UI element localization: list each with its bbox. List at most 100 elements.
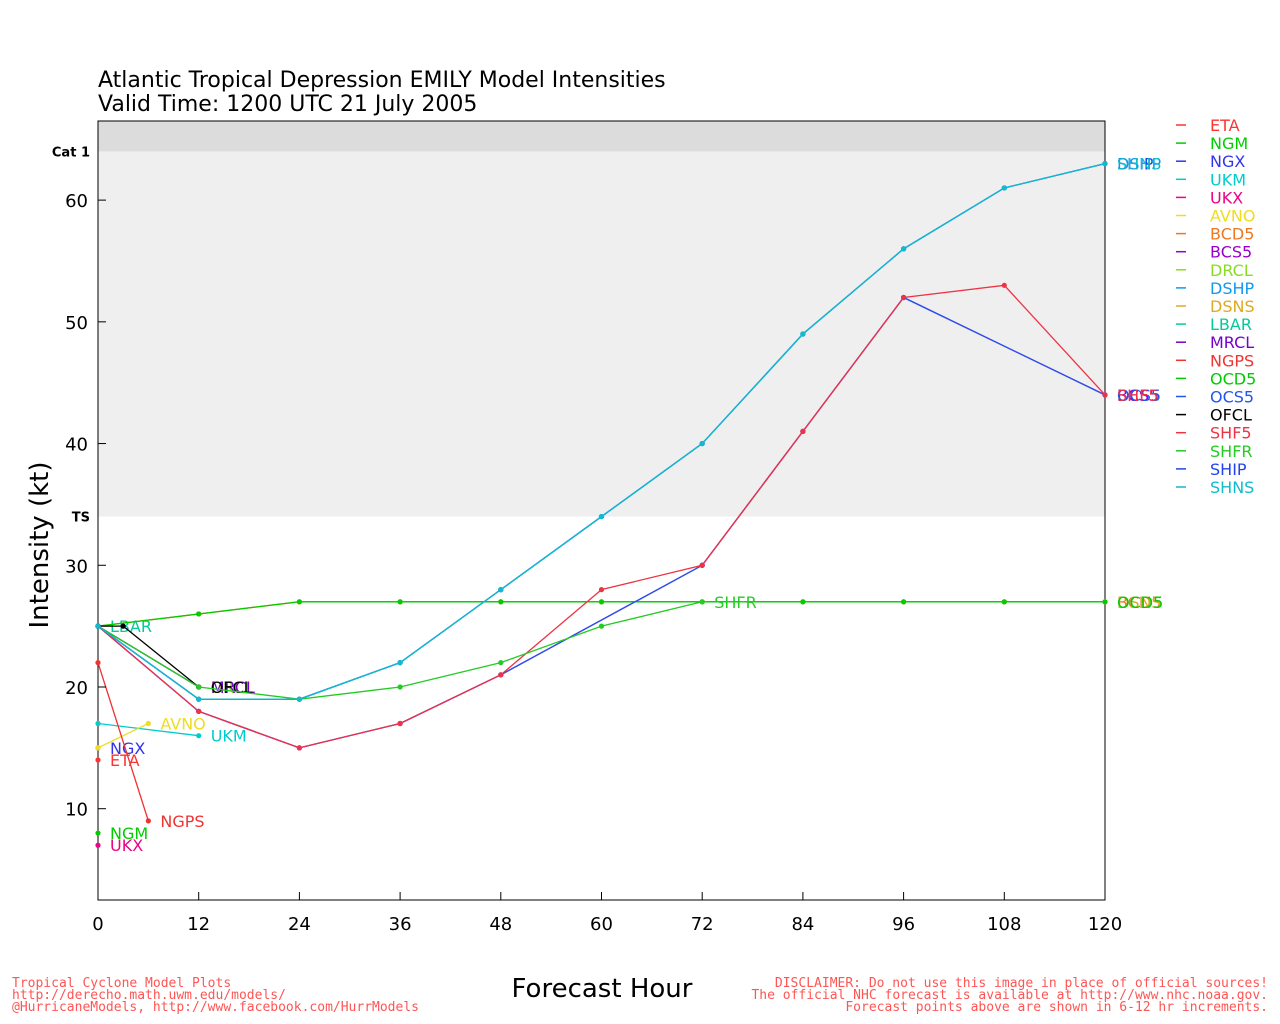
x-tick-label: 108 — [987, 914, 1021, 935]
data-point — [397, 684, 403, 690]
series-end-label: BCD5 — [1117, 593, 1161, 612]
y-tick-label: 40 — [65, 435, 88, 456]
data-point — [1001, 185, 1007, 191]
series-line — [97, 601, 1105, 627]
series-end-label: OFCL — [211, 678, 253, 697]
legend-entry: ETA — [1210, 116, 1240, 135]
series-end-label: NGM — [110, 824, 148, 843]
data-point — [296, 745, 302, 751]
data-point — [145, 818, 151, 824]
legend-entry: DRCL — [1210, 261, 1253, 280]
series-ngps: NGPS — [95, 660, 205, 831]
footer-left-line: Tropical Cyclone Model Plots — [12, 976, 231, 991]
x-axis-title: Forecast Hour — [512, 974, 693, 1004]
band-label: TS — [72, 511, 90, 526]
data-point — [498, 672, 504, 678]
series-ngm: NGM — [95, 824, 148, 843]
series-line — [97, 722, 199, 737]
legend-entry: SHIP — [1210, 460, 1247, 479]
series-line — [97, 722, 149, 749]
y-tick-label: 10 — [65, 800, 88, 821]
legend-entry: UKX — [1210, 188, 1243, 207]
x-tick-label: 12 — [187, 914, 210, 935]
series-line — [97, 662, 149, 822]
series-end-label: NGX — [110, 739, 145, 758]
series-end-label: DSHP — [1117, 155, 1162, 174]
data-point — [498, 599, 504, 605]
data-point — [95, 745, 101, 751]
legend-entry: OFCL — [1210, 406, 1252, 425]
data-point — [598, 587, 605, 593]
y-tick-label: 50 — [65, 313, 88, 334]
series-end-label: DSNS — [1117, 593, 1162, 612]
chart-title: Atlantic Tropical Depression EMILY Model… — [98, 68, 666, 93]
series-line — [97, 601, 1105, 627]
legend-entry: DSHP — [1210, 279, 1255, 298]
intensity-bands: TS Cat 1 — [52, 121, 1105, 526]
data-point — [95, 757, 101, 763]
y-tick-label: 60 — [65, 191, 88, 212]
series-bcd5: BCD5 — [95, 593, 1161, 629]
legend-entry: SHF5 — [1210, 424, 1252, 443]
legend-entry: UKM — [1210, 170, 1246, 189]
data-point — [196, 684, 202, 690]
series-end-label: SHF5 — [1117, 386, 1159, 405]
data-point — [498, 587, 504, 593]
legend-entry: LBAR — [1210, 315, 1252, 334]
x-tick-label: 24 — [288, 914, 311, 935]
series-end-label: AVNO — [160, 715, 205, 734]
series-end-label: LBAR — [110, 617, 152, 636]
series-end-label: ETA — [110, 751, 140, 770]
data-point — [901, 294, 907, 301]
series-shns: SHNS — [95, 155, 1161, 702]
band-cat-1 — [98, 121, 1105, 152]
data-point — [95, 623, 101, 629]
legend-entry: OCS5 — [1210, 388, 1254, 407]
x-tick-label: 48 — [489, 914, 512, 935]
data-point — [1001, 599, 1007, 605]
y-tick-label: 30 — [65, 556, 88, 577]
data-point — [901, 246, 907, 252]
legend-entry: SHFR — [1210, 442, 1253, 461]
x-tick-label: 96 — [892, 914, 915, 935]
data-point — [1102, 599, 1108, 605]
data-point — [800, 428, 806, 434]
series-layer: ETANGMNGXUKMUKXAVNOBCD5BCS5DRCLDSHPDSNSL… — [95, 155, 1163, 855]
footer-left-line: @HurricaneModels, http://www.facebook.co… — [12, 1000, 419, 1015]
data-point — [196, 611, 202, 617]
band-label: Cat 1 — [52, 145, 90, 160]
footer-right-line: Forecast points above are shown in 6-12 … — [845, 1000, 1268, 1015]
legend-entry: NGX — [1210, 152, 1245, 171]
data-point — [120, 623, 126, 629]
legend-entry: SHNS — [1210, 478, 1254, 497]
chart-subtitle: Valid Time: 1200 UTC 21 July 2005 — [98, 92, 477, 117]
legend-entry: DSNS — [1210, 297, 1255, 316]
legend-entry: NGM — [1210, 134, 1248, 153]
series-end-label: OCD5 — [1117, 593, 1163, 612]
legend-entry: OCD5 — [1210, 369, 1256, 388]
footer-left-line: http://derecho.math.uwm.edu/models/ — [12, 988, 286, 1003]
series-end-label: OCS5 — [1117, 386, 1161, 405]
x-tick-label: 36 — [389, 914, 412, 935]
series-ngx: NGX — [95, 739, 145, 758]
legend-entry: BCS5 — [1210, 243, 1252, 262]
y-tick-label: 20 — [65, 678, 88, 699]
series-end-label: SHNS — [1117, 155, 1161, 174]
data-point — [397, 720, 403, 727]
series-dsns: DSNS — [95, 593, 1162, 629]
data-point — [901, 599, 907, 605]
legend-entry: AVNO — [1210, 207, 1255, 226]
data-point — [800, 599, 806, 605]
data-point — [800, 331, 806, 337]
series-ukx: UKX — [95, 836, 143, 855]
x-tick-label: 0 — [92, 914, 103, 935]
data-point — [1001, 282, 1007, 288]
footer-left: Tropical Cyclone Model Plots http://dere… — [12, 976, 419, 1015]
band-ts — [98, 151, 1105, 517]
data-point — [699, 599, 705, 605]
series-end-label: UKM — [211, 727, 247, 746]
footer-right-line: The official NHC forecast is available a… — [751, 988, 1268, 1003]
footer-right-line: DISCLAIMER: Do not use this image in pla… — [775, 976, 1268, 991]
data-point — [699, 440, 705, 447]
data-point — [498, 660, 504, 666]
